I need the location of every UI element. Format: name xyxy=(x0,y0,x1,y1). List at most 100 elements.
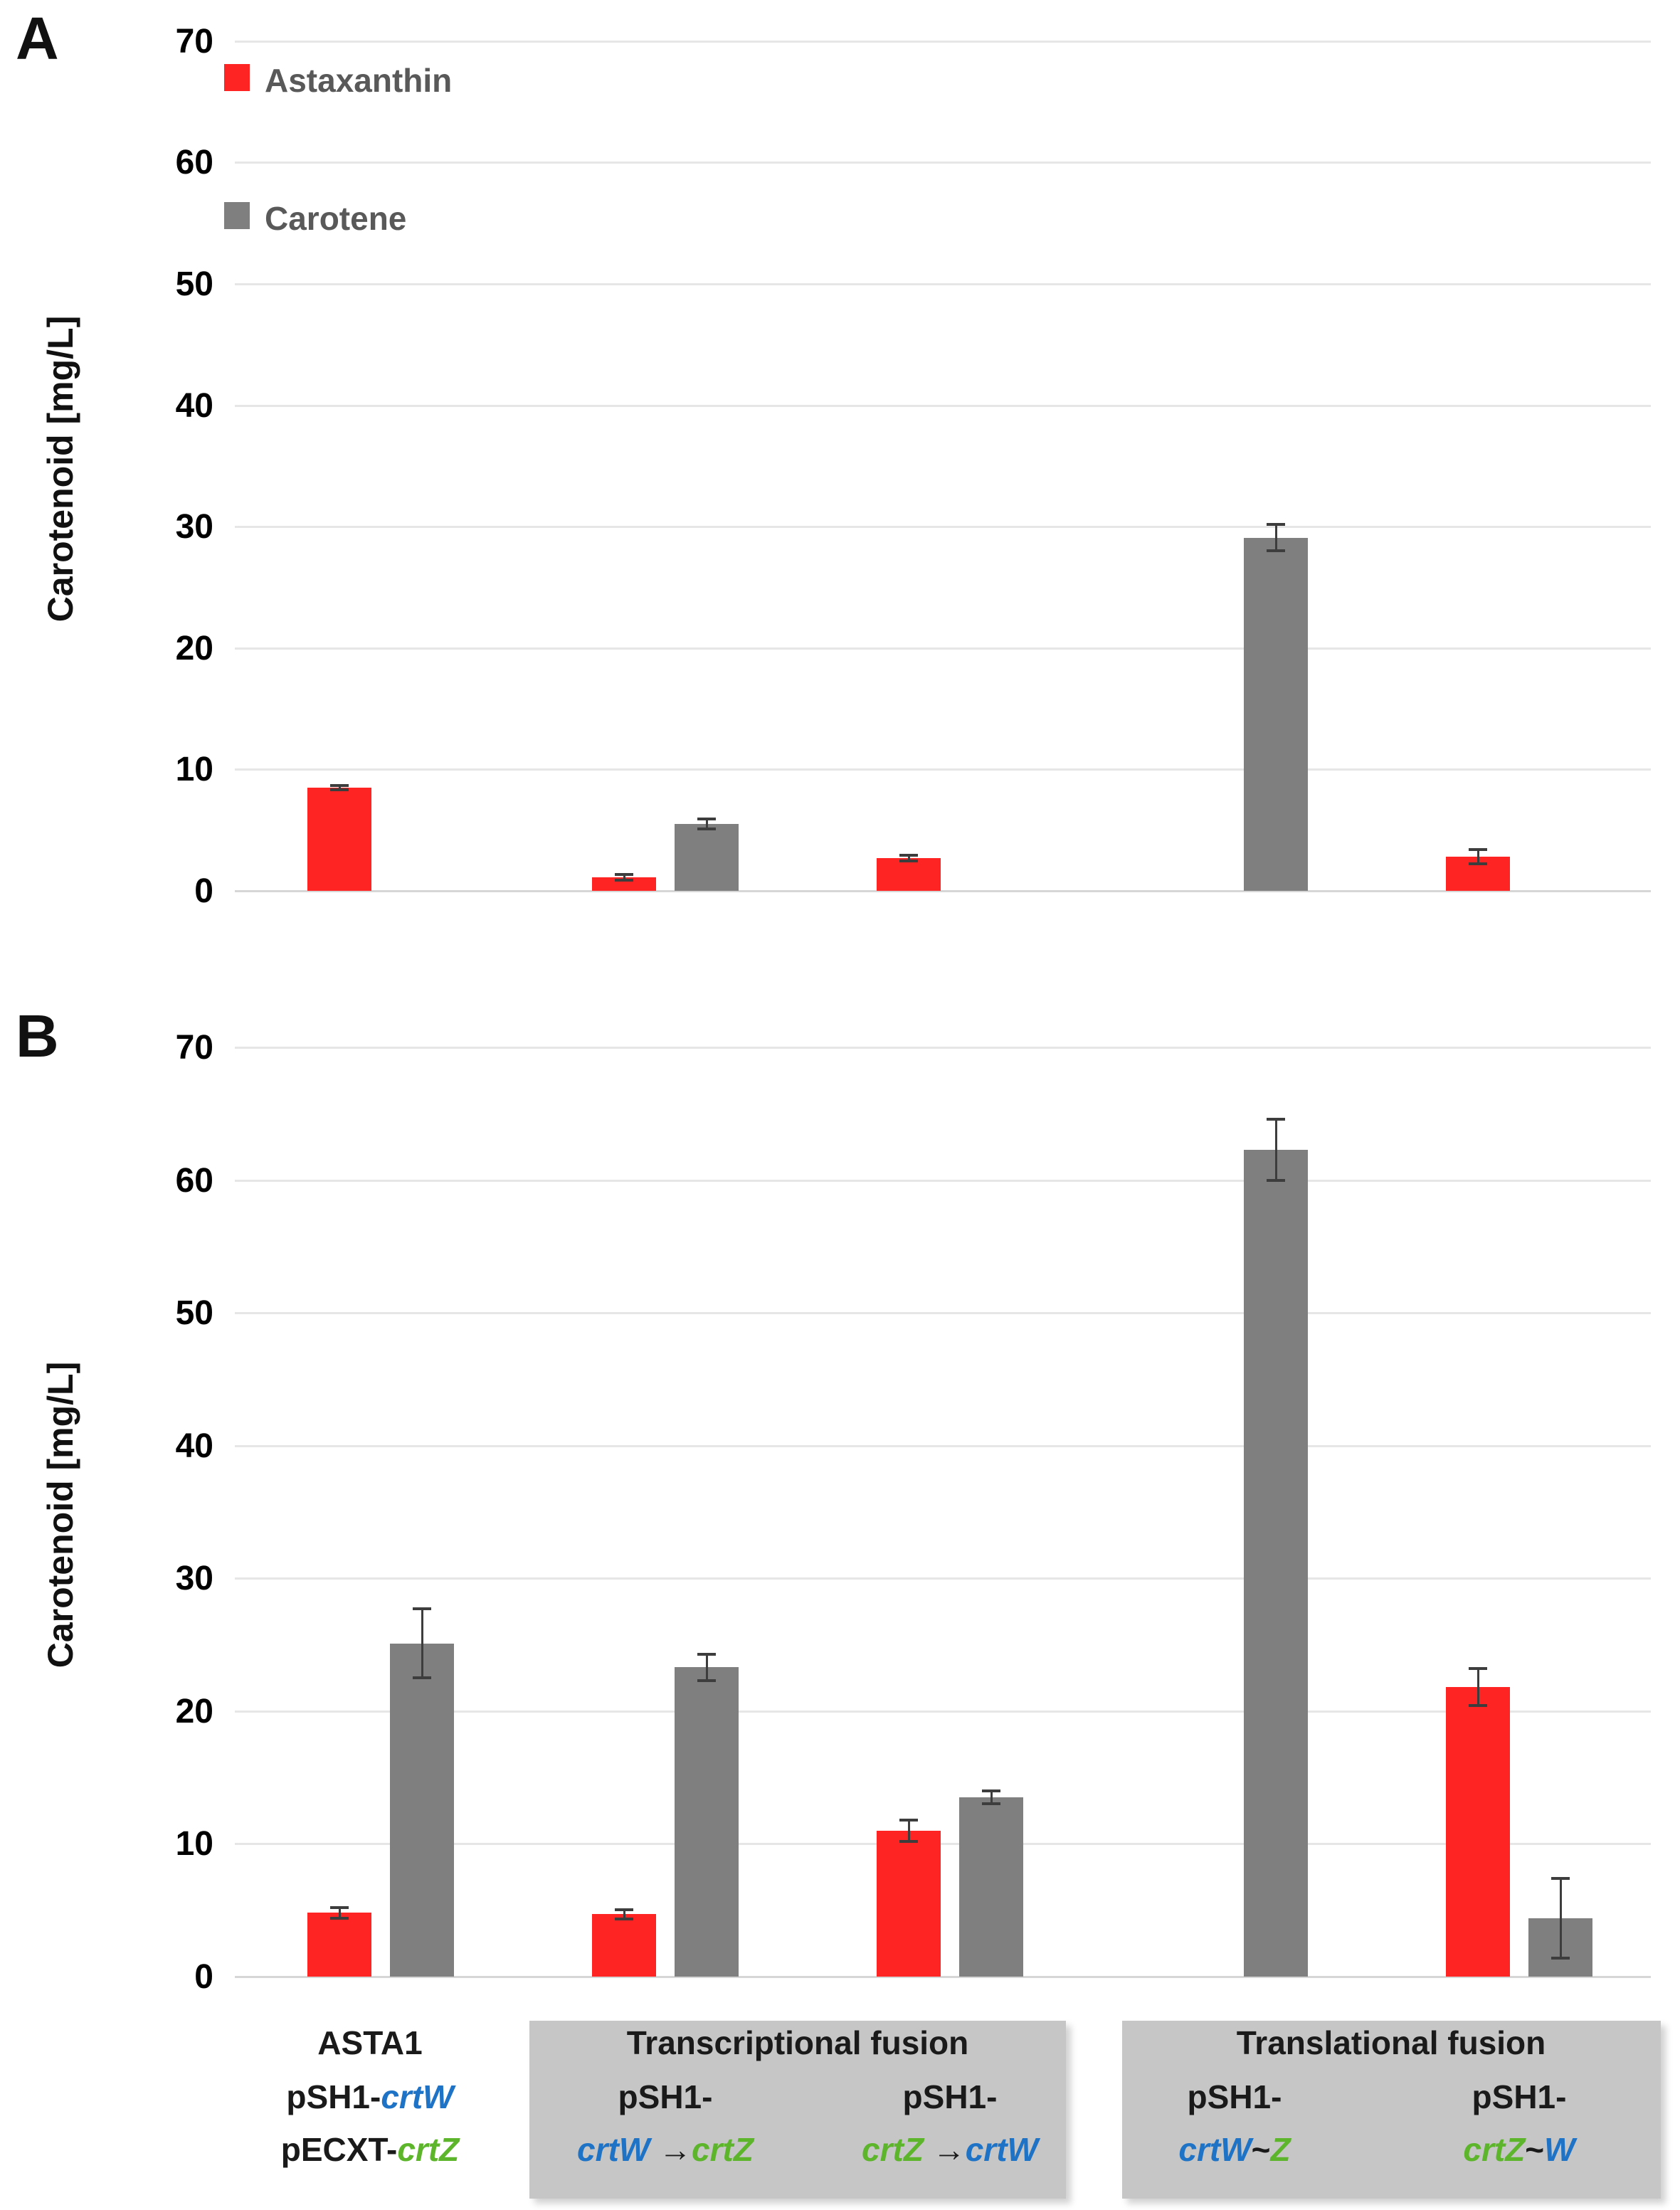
category-label-row: pSH1- xyxy=(903,2078,998,2116)
gridline xyxy=(235,1312,1651,1315)
gene-name: crtZ xyxy=(1463,2131,1526,2168)
error-bar-cap-top xyxy=(330,1905,349,1909)
error-bar xyxy=(338,1907,341,1918)
gene-name: Z xyxy=(1270,2131,1291,2168)
category-group-box-3 xyxy=(1122,2021,1661,2199)
carotene-bar-group1 xyxy=(390,1643,454,1977)
gene-name: W xyxy=(1544,2131,1575,2168)
y-tick-label: 30 xyxy=(175,1560,213,1598)
error-bar-cap-top xyxy=(615,872,633,876)
label-text: pSH1- xyxy=(1472,2078,1567,2115)
error-bar-cap-bottom xyxy=(1267,549,1285,553)
y-tick-label: 20 xyxy=(175,629,213,667)
error-bar-cap-top xyxy=(899,1818,918,1822)
category-label-row: pSH1- xyxy=(618,2078,713,2116)
error-bar-cap-bottom xyxy=(330,1916,349,1920)
error-bar xyxy=(1274,524,1277,551)
y-tick-label: 40 xyxy=(175,1427,213,1465)
error-bar xyxy=(1476,1669,1479,1706)
label-text: pSH1- xyxy=(286,2078,381,2115)
error-bar xyxy=(623,1909,625,1919)
error-bar-cap-top xyxy=(697,1652,716,1656)
y-tick-label: 10 xyxy=(175,1825,213,1863)
error-bar-cap-bottom xyxy=(413,1676,431,1680)
gridline xyxy=(235,1444,1651,1447)
error-bar-cap-top xyxy=(982,1789,1000,1792)
error-bar-cap-bottom xyxy=(330,788,349,792)
gene-name: crtZ xyxy=(397,2131,460,2168)
error-bar xyxy=(338,785,341,791)
error-bar-cap-top xyxy=(1267,522,1285,526)
error-bar xyxy=(705,819,708,829)
astaxanthin-bar-group1 xyxy=(307,1913,371,1977)
label-text: ~ xyxy=(1525,2131,1545,2168)
category-label-row: pSH1-crtW xyxy=(286,2078,453,2116)
gene-name: crtZ xyxy=(862,2131,924,2168)
category-label-row: crtW~Z xyxy=(1178,2130,1290,2169)
category-label-row: pSH1- xyxy=(1188,2078,1282,2116)
astaxanthin-bar-group3 xyxy=(877,857,941,891)
legend-label-carotene: Carotene xyxy=(265,200,407,237)
category-group-box-2 xyxy=(529,2021,1066,2199)
astaxanthin-bar-group2 xyxy=(592,1914,656,1977)
error-bar-cap-bottom xyxy=(899,1839,918,1843)
label-text: pSH1- xyxy=(618,2078,713,2115)
panel-b-letter: B xyxy=(16,1003,59,1069)
gene-name: crtW xyxy=(1178,2131,1252,2168)
gridline xyxy=(235,162,1651,164)
y-tick-label: 0 xyxy=(194,1958,213,1996)
y-tick-label: 50 xyxy=(175,1294,213,1333)
gene-name: crtW xyxy=(965,2131,1038,2168)
error-bar xyxy=(1476,849,1479,865)
carotene-bar-group4 xyxy=(1244,1149,1308,1977)
category-group-title: Translational fusion xyxy=(1237,2024,1546,2062)
y-tick-label: 10 xyxy=(175,751,213,789)
category-label-row: crtZ →crtW xyxy=(862,2130,1038,2169)
category-group-title: ASTA1 xyxy=(317,2024,422,2062)
panel-b-y-axis-title: Carotenoid [mg/L] xyxy=(41,1361,80,1669)
gridline xyxy=(235,1577,1651,1580)
gridline xyxy=(235,283,1651,285)
error-bar xyxy=(705,1654,708,1681)
astaxanthin-bar-group3 xyxy=(877,1830,941,1977)
gridline xyxy=(235,1710,1651,1713)
error-bar-cap-top xyxy=(413,1607,431,1611)
gridline xyxy=(235,1179,1651,1182)
x-axis-line xyxy=(235,1976,1651,1978)
legend-swatch-carotene xyxy=(224,202,250,229)
label-text: ~ xyxy=(1251,2131,1271,2168)
gene-name: crtW xyxy=(381,2078,454,2115)
error-bar-cap-bottom xyxy=(899,860,918,863)
gridline xyxy=(235,647,1651,650)
error-bar-cap-bottom xyxy=(615,1917,633,1920)
error-bar-cap-bottom xyxy=(982,1802,1000,1806)
carotene-bar-group4 xyxy=(1244,537,1308,891)
legend-swatch-astaxanthin xyxy=(224,64,250,91)
error-bar xyxy=(990,1790,993,1804)
y-tick-label: 20 xyxy=(175,1692,213,1730)
gridline xyxy=(235,404,1651,407)
error-bar xyxy=(421,1609,423,1678)
astaxanthin-bar-group1 xyxy=(307,787,371,891)
y-tick-label: 50 xyxy=(175,265,213,303)
label-text: Transcriptional fusion xyxy=(626,2024,969,2061)
error-bar-cap-bottom xyxy=(1469,862,1487,866)
panel-a-y-axis-title: Carotenoid [mg/L] xyxy=(41,315,80,623)
gridline xyxy=(235,526,1651,529)
error-bar xyxy=(907,855,910,862)
error-bar-cap-bottom xyxy=(1551,1956,1570,1960)
category-label-row: crtZ~W xyxy=(1463,2130,1575,2169)
legend-label-astaxanthin: Astaxanthin xyxy=(265,62,453,99)
gene-name: crtW xyxy=(577,2131,650,2168)
carotene-bar-group3 xyxy=(959,1797,1023,1977)
label-text: → xyxy=(923,2131,966,2168)
category-label-row: pSH1- xyxy=(1472,2078,1567,2116)
category-label-row: pECXT-crtZ xyxy=(281,2130,459,2169)
carotene-bar-group2 xyxy=(675,1667,739,1977)
gridline xyxy=(235,1047,1651,1049)
y-tick-label: 40 xyxy=(175,386,213,425)
error-bar xyxy=(1274,1119,1277,1180)
label-text: → xyxy=(650,2131,692,2168)
y-tick-label: 70 xyxy=(175,22,213,60)
